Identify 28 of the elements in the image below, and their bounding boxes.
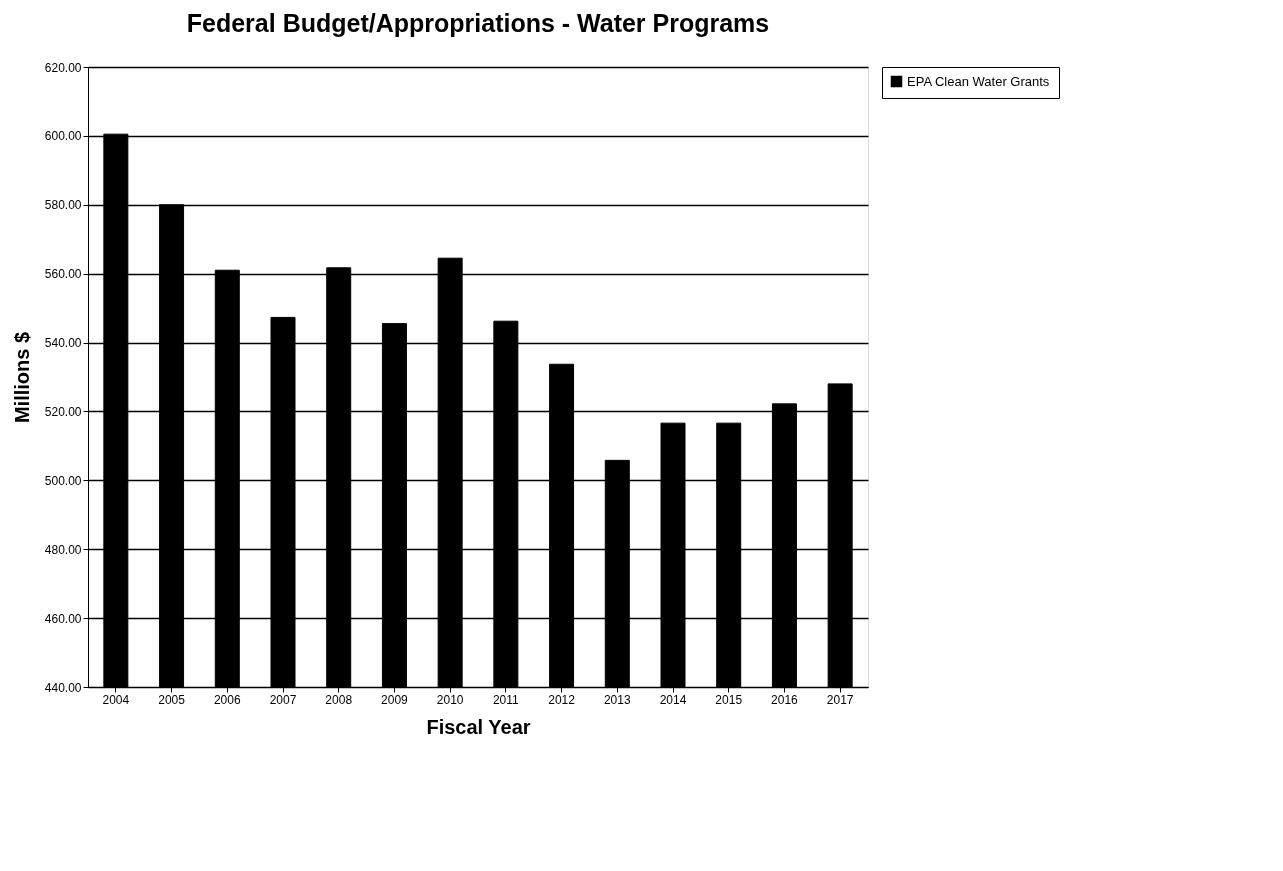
y-axis-title: Millions $ xyxy=(10,331,33,424)
x-tick-label: 2009 xyxy=(381,692,409,707)
x-tick-label: 2008 xyxy=(325,692,353,707)
y-tick-label: 480.00 xyxy=(44,542,82,557)
y-tick-label: 600.00 xyxy=(44,129,82,144)
y-tick-label: 560.00 xyxy=(44,267,82,282)
x-axis-title: Fiscal Year xyxy=(426,715,531,738)
y-tick-label: 440.00 xyxy=(44,680,82,695)
x-tick-label: 2015 xyxy=(715,692,743,707)
x-tick-label: 2014 xyxy=(659,692,687,707)
y-tick-label: 520.00 xyxy=(44,404,82,419)
x-tick-label: 2007 xyxy=(269,692,297,707)
x-tick-label: 2013 xyxy=(603,692,631,707)
chart-title: Federal Budget/Appropriations - Water Programs xyxy=(186,9,770,37)
x-tick-label: 2012 xyxy=(548,692,576,707)
x-tick-label: 2011 xyxy=(492,692,520,707)
y-tick-label: 580.00 xyxy=(44,198,82,213)
x-tick-label: 2010 xyxy=(436,692,464,707)
x-tick-label: 2004 xyxy=(102,692,130,707)
y-tick-label: 620.00 xyxy=(44,60,82,75)
y-tick-label: 540.00 xyxy=(44,336,82,351)
x-tick-label: 2017 xyxy=(826,692,854,707)
x-tick-label: 2005 xyxy=(158,692,186,707)
x-tick-label: 2016 xyxy=(771,692,799,707)
legend-label: EPA Clean Water Grants xyxy=(907,73,1050,89)
y-tick-label: 460.00 xyxy=(44,611,82,626)
x-tick-label: 2006 xyxy=(213,692,241,707)
y-tick-label: 500.00 xyxy=(44,473,82,488)
